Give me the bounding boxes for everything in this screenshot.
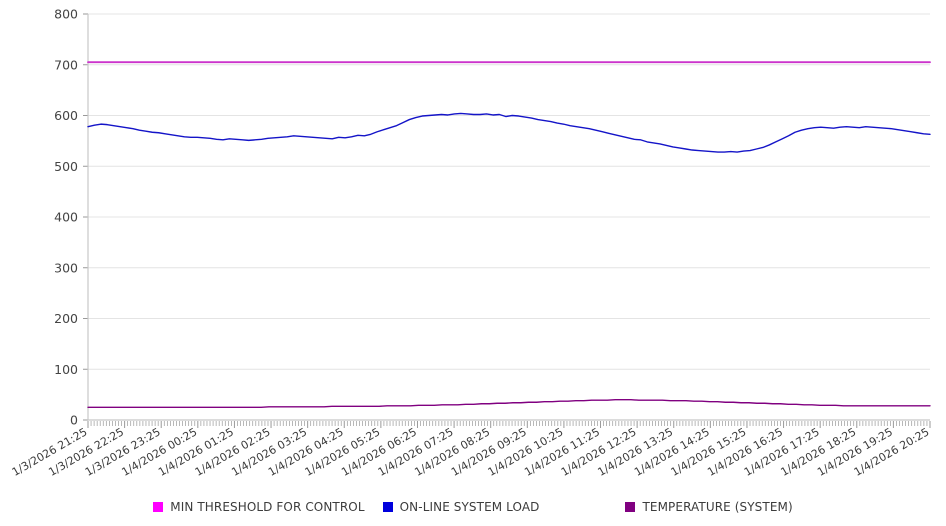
legend-item-temperature[interactable]: TEMPERATURE (SYSTEM) (625, 500, 793, 514)
legend-item-min-threshold[interactable]: MIN THRESHOLD FOR CONTROL (153, 500, 365, 514)
x-axis-group (87, 419, 931, 428)
legend-label-min-threshold: MIN THRESHOLD FOR CONTROL (170, 500, 365, 514)
y-tick-label: 600 (54, 108, 78, 123)
y-tick-label: 500 (54, 159, 78, 174)
y-tick-label: 200 (54, 311, 78, 326)
chart-legend: MIN THRESHOLD FOR CONTROL ON-LINE SYSTEM… (0, 496, 946, 518)
y-tick-label: 800 (54, 7, 78, 22)
y-tick-label: 700 (54, 57, 78, 72)
y-tick-label: 0 (70, 413, 78, 428)
legend-swatch-min-threshold (153, 502, 164, 512)
legend-label-temperature: TEMPERATURE (SYSTEM) (642, 500, 793, 514)
legend-label-system-load: ON-LINE SYSTEM LOAD (399, 500, 540, 514)
y-tick-label: 400 (54, 210, 78, 225)
series-line-system-load (87, 112, 931, 153)
x-tick-labels-group: 1/3/2026 21:251/3/2026 22:251/3/2026 23:… (10, 425, 932, 479)
y-tick-label: 100 (54, 362, 78, 377)
legend-swatch-temperature (625, 502, 636, 512)
series-group (87, 61, 931, 409)
y-axis-group: 0 100 200 300 400 500 600 700 800 (54, 7, 89, 428)
y-tick-label: 300 (54, 260, 78, 275)
line-chart-plot: 0 100 200 300 400 500 600 700 800 1/3/2026 21:25… (10, 7, 932, 479)
legend-swatch-system-load (382, 502, 393, 512)
series-line-temperature (87, 399, 931, 409)
gridlines-group (88, 13, 930, 421)
legend-item-system-load[interactable]: ON-LINE SYSTEM LOAD (382, 500, 540, 514)
